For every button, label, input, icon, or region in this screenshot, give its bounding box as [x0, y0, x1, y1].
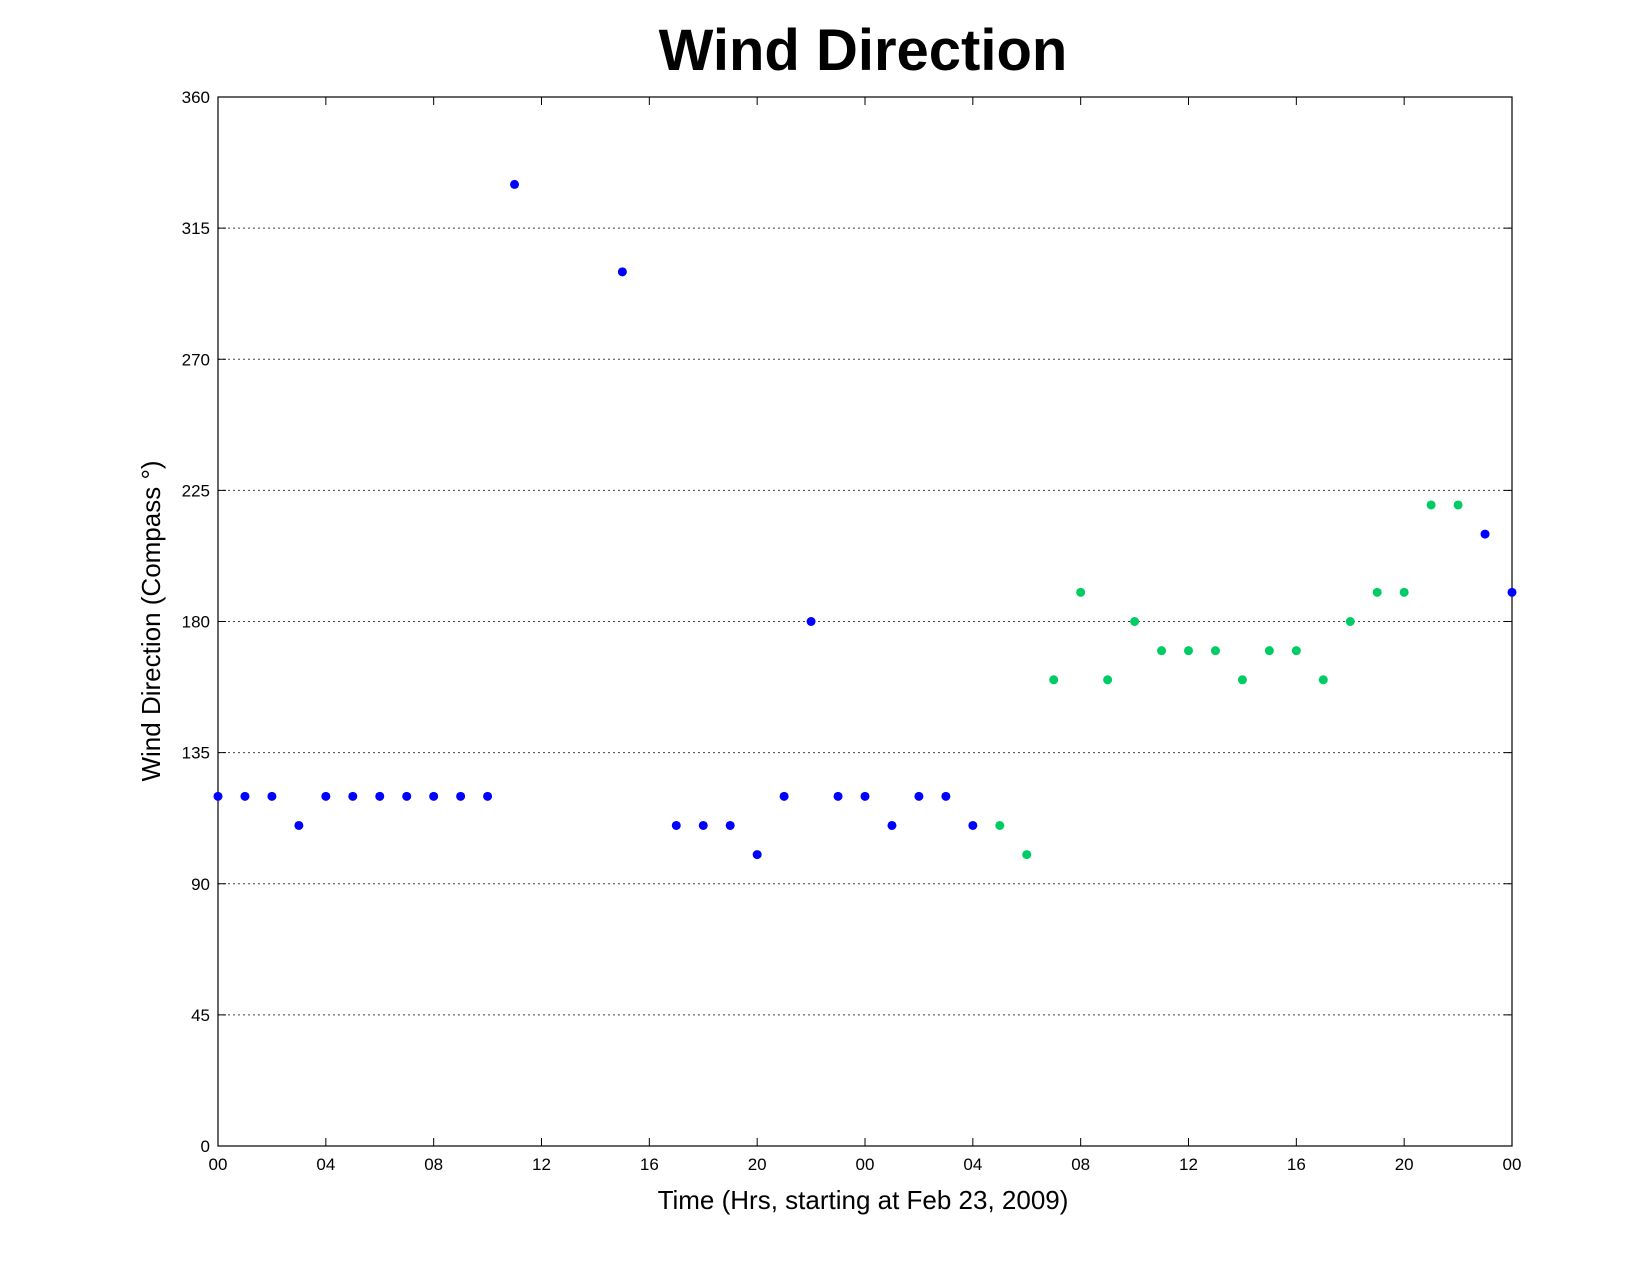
y-tick-label: 225	[182, 481, 210, 500]
y-tick-labels: 0 45 90 135 180 225 270 315 360	[182, 88, 210, 1156]
x-tick-label: 00	[1503, 1155, 1522, 1174]
data-point-green	[1157, 646, 1167, 656]
data-point-blue	[806, 617, 816, 626]
x-tick-label: 00	[209, 1155, 228, 1174]
data-point-green	[1453, 500, 1463, 510]
x-tick-label: 04	[963, 1155, 982, 1174]
x-tick-label: 12	[1179, 1155, 1198, 1174]
grid-lines	[218, 227, 1512, 1016]
data-point-blue	[402, 791, 412, 801]
x-tick-label: 20	[748, 1155, 767, 1174]
data-point-blue	[779, 791, 789, 801]
y-tick-label: 90	[191, 875, 210, 894]
data-point-green	[1237, 675, 1247, 685]
data-point-green	[1345, 617, 1355, 626]
x-tick-labels: 00 04 08 12 16 20 00 04 08 12 16 20 00	[209, 1155, 1522, 1174]
data-point-blue	[483, 791, 493, 801]
data-point-green	[1426, 500, 1436, 510]
x-tick-label: 00	[856, 1155, 875, 1174]
data-point-blue	[914, 791, 924, 801]
y-tick-label: 0	[201, 1137, 210, 1156]
chart-title: Wind Direction	[659, 18, 1068, 83]
plot-frame	[217, 96, 1513, 1147]
y-tick-label: 270	[182, 350, 210, 369]
x-tick-label: 08	[424, 1155, 443, 1174]
data-point-green	[1049, 675, 1059, 685]
data-point-blue	[1507, 587, 1517, 597]
data-point-green	[1399, 587, 1409, 597]
x-tick-label: 04	[316, 1155, 335, 1174]
y-tick-label: 315	[182, 219, 210, 238]
x-tick-label: 08	[1071, 1155, 1090, 1174]
data-point-blue	[294, 820, 304, 830]
data-points	[213, 179, 1517, 860]
x-tick-label: 12	[532, 1155, 551, 1174]
axis-ticks	[217, 96, 1513, 1147]
data-point-blue	[617, 267, 627, 277]
data-point-blue	[1480, 529, 1490, 539]
data-point-green	[1076, 587, 1086, 597]
data-point-blue	[510, 179, 520, 189]
data-point-green	[1022, 850, 1032, 860]
data-point-green	[1130, 617, 1140, 626]
data-point-blue	[752, 850, 762, 860]
data-point-green	[1318, 675, 1328, 685]
data-point-blue	[375, 791, 385, 801]
data-point-blue	[240, 791, 250, 801]
data-point-blue	[725, 820, 735, 830]
y-tick-label: 45	[191, 1006, 210, 1025]
data-point-blue	[429, 791, 439, 801]
data-point-blue	[213, 791, 223, 801]
data-point-blue	[267, 791, 277, 801]
y-axis-label: Wind Direction (Compass °)	[136, 460, 166, 781]
y-tick-label: 180	[182, 613, 210, 632]
data-point-green	[995, 820, 1005, 830]
data-point-blue	[887, 820, 897, 830]
data-point-blue	[968, 820, 978, 830]
x-tick-label: 16	[640, 1155, 659, 1174]
x-tick-label: 16	[1287, 1155, 1306, 1174]
x-tick-label: 20	[1395, 1155, 1414, 1174]
data-point-blue	[321, 791, 331, 801]
data-point-blue	[941, 791, 951, 801]
data-point-green	[1103, 675, 1113, 685]
data-point-green	[1372, 587, 1382, 597]
data-point-blue	[671, 820, 681, 830]
data-point-green	[1210, 646, 1220, 656]
data-point-blue	[456, 791, 466, 801]
data-point-blue	[833, 791, 843, 801]
data-point-blue	[348, 791, 358, 801]
data-point-blue	[698, 820, 708, 830]
x-axis-label: Time (Hrs, starting at Feb 23, 2009)	[658, 1185, 1069, 1215]
data-point-blue	[860, 791, 870, 801]
data-point-green	[1264, 646, 1274, 656]
y-tick-label: 135	[182, 744, 210, 763]
data-point-green	[1291, 646, 1301, 656]
data-point-green	[1184, 646, 1193, 656]
y-tick-label: 360	[182, 88, 210, 107]
